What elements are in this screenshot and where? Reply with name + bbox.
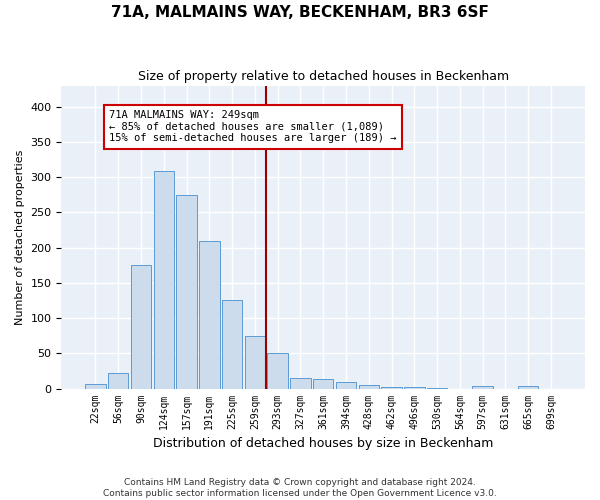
- Title: Size of property relative to detached houses in Beckenham: Size of property relative to detached ho…: [137, 70, 509, 83]
- Bar: [336, 382, 356, 388]
- X-axis label: Distribution of detached houses by size in Beckenham: Distribution of detached houses by size …: [153, 437, 493, 450]
- Text: Contains HM Land Registry data © Crown copyright and database right 2024.
Contai: Contains HM Land Registry data © Crown c…: [103, 478, 497, 498]
- Y-axis label: Number of detached properties: Number of detached properties: [15, 150, 25, 324]
- Bar: [268, 354, 288, 388]
- Text: 71A MALMAINS WAY: 249sqm
← 85% of detached houses are smaller (1,089)
15% of sem: 71A MALMAINS WAY: 249sqm ← 85% of detach…: [109, 110, 397, 144]
- Bar: [359, 385, 379, 388]
- Bar: [108, 373, 128, 388]
- Bar: [313, 380, 334, 388]
- Bar: [131, 265, 151, 388]
- Bar: [472, 386, 493, 388]
- Bar: [290, 378, 311, 388]
- Bar: [381, 387, 402, 388]
- Text: 71A, MALMAINS WAY, BECKENHAM, BR3 6SF: 71A, MALMAINS WAY, BECKENHAM, BR3 6SF: [111, 5, 489, 20]
- Bar: [199, 240, 220, 388]
- Bar: [245, 336, 265, 388]
- Bar: [176, 195, 197, 388]
- Bar: [85, 384, 106, 388]
- Bar: [222, 300, 242, 388]
- Bar: [154, 171, 174, 388]
- Bar: [404, 387, 425, 388]
- Bar: [518, 386, 538, 388]
